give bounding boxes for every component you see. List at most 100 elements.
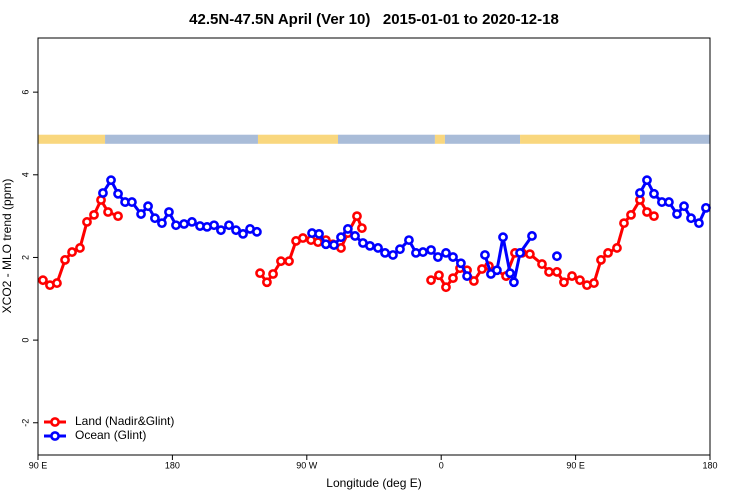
series-point [575,275,585,286]
series-point [238,228,248,239]
x-tick-label: 0 [439,460,444,470]
series-point [469,276,479,286]
series-point [216,225,226,236]
series-point [127,197,137,207]
series-point [525,249,535,260]
series-point [448,252,458,262]
series-point [426,245,436,255]
series-point [395,244,405,255]
series-point [552,251,562,262]
series-point [329,240,339,250]
y-axis-label: XCO2 - MLO trend (ppm) [0,179,14,314]
series-point [52,278,62,288]
legend-marker [50,431,60,441]
series-point [75,243,85,253]
surface-segment [434,134,445,144]
series-point [480,250,490,260]
series-point [103,207,113,217]
series-point [252,226,262,237]
series-point [365,240,375,251]
series-point [498,232,508,243]
surface-segment [105,134,258,144]
series-line [101,178,708,284]
y-tick-label: 4 [20,172,30,177]
series-point [434,270,444,281]
series-point [187,217,197,227]
series-point [255,268,265,279]
series-point [596,255,606,265]
series-point [686,213,696,224]
y-tick-label: 0 [20,338,30,343]
series-point [342,224,353,234]
series-point [179,219,189,229]
series-point [314,228,324,239]
surface-segment [520,134,640,144]
legend-marker [50,417,60,427]
series-point [313,237,323,248]
x-tick-label: 180 [165,460,180,470]
series-point [492,265,502,276]
series-point [589,278,599,288]
series-point [679,201,689,212]
surface-segment [338,134,435,144]
series-point [544,267,554,277]
series-point [559,277,569,288]
series-point [60,255,70,265]
series-point [603,248,613,258]
surface-segment [257,134,339,144]
series-point [527,231,537,241]
series-point [441,282,451,293]
series-point [67,247,77,257]
x-tick-label: 90 E [29,460,48,470]
series-point [268,269,278,279]
series-point [136,209,146,219]
series-point [373,243,383,253]
x-tick-label: 90 E [566,460,585,470]
series-point [626,209,636,220]
series-point [505,268,515,279]
series-point [649,188,659,199]
series-point [350,231,360,241]
series-point [284,256,294,267]
series-point [38,275,48,286]
series-point [380,248,390,258]
series-point [642,175,652,186]
series-point [352,211,362,222]
surface-segment [639,134,710,144]
x-tick-label: 180 [702,460,717,470]
series-point [619,218,629,229]
series-point [113,188,123,199]
plot-frame [37,37,711,456]
legend-label: Ocean (Glint) [75,428,146,442]
y-tick-label: -2 [20,419,30,427]
series-point [89,209,99,220]
surface-segment [38,134,106,144]
series-point [336,232,346,243]
series-point [456,258,466,269]
series-point [462,271,472,281]
y-tick-label: 6 [20,90,30,95]
series-point [143,201,153,212]
series-line [42,198,655,289]
series-point [664,197,674,207]
series-point [441,248,451,258]
series-point [231,225,241,236]
legend-label: Land (Nadir&Glint) [75,414,174,428]
series-point [672,209,682,219]
plot-area [38,175,711,293]
series-point [404,235,414,245]
series-point [298,233,308,243]
series-point [552,267,562,277]
series-point [357,223,367,234]
series-point [171,220,181,231]
series-point [701,202,711,213]
series-point [224,220,234,231]
series-point [635,188,645,198]
series-point [321,239,331,250]
surface-segment [444,134,521,144]
series-point [694,218,704,229]
series-point [537,259,547,269]
series-point [157,218,167,229]
series-point [164,207,174,217]
